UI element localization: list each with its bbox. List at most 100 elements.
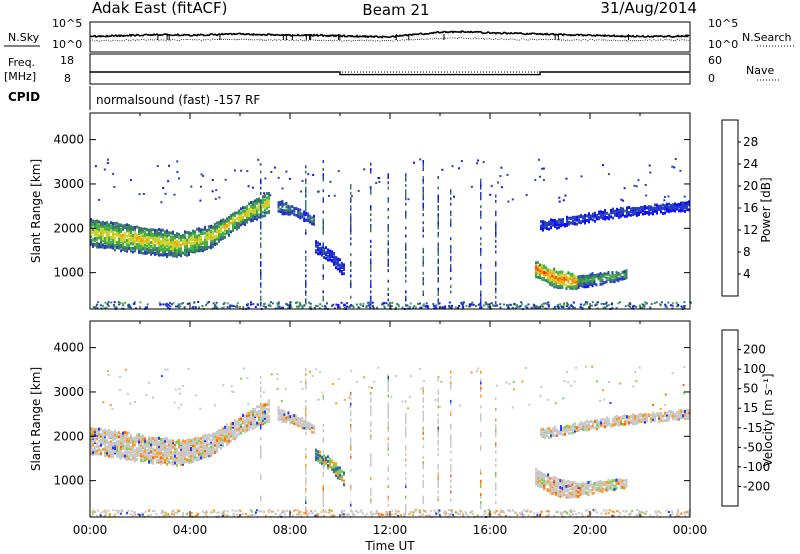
velocity-cell [644,420,646,424]
power-cell [132,238,134,242]
velocity-cell [607,484,610,488]
velocity-streak [350,485,352,489]
power-clutter [664,305,667,308]
velocity-cell [182,442,184,446]
velocity-scatter [107,374,110,376]
power-streak [405,295,407,299]
velocity-cell [626,420,628,424]
velocity-cell [628,421,630,425]
power-clutter [367,301,370,304]
velocity-cell [555,476,558,480]
velocity-streak [437,418,439,422]
power-cell [196,235,198,238]
velocity-cell [325,456,327,460]
velocity-cell [108,448,110,452]
power-cell [244,223,246,227]
velocity-cell [180,463,182,466]
power-cell [210,237,212,241]
power-cell [583,274,586,278]
velocity-cell [180,451,182,455]
power-cell [632,213,634,216]
velocity-streak [495,450,497,454]
power-cell [226,223,228,227]
power-scatter [337,170,340,173]
velocity-cell [287,413,290,417]
velocity-cell [560,428,562,431]
velocity-streak [370,399,372,403]
power-streak [480,298,482,302]
velocity-cell [262,417,264,421]
velocity-cell [552,429,554,433]
velocity-cell [152,452,154,456]
velocity-cell [593,487,596,490]
power-cell [600,212,602,215]
velocity-scatter [164,368,167,371]
power-clutter [559,303,562,306]
power-cell [190,242,192,245]
velocity-streak [437,447,439,451]
velocity-cell [567,493,570,497]
velocity-streak [495,463,497,467]
power-cell [337,267,339,271]
power-cell [158,253,160,257]
power-streak [370,290,372,294]
velocity-cell [118,447,120,451]
power-streak [480,242,482,246]
power-streak [387,234,389,238]
velocity-streak [305,399,307,403]
power-clutter [383,305,386,308]
power-cell [226,231,228,235]
power-cell [553,274,556,278]
velocity-cell [120,445,122,449]
velocity-cell [578,423,580,427]
velocity-streak [322,501,324,504]
velocity-cell [228,439,230,443]
power-colorbar-label: Power [dB] [759,177,773,242]
power-clutter [318,307,321,310]
velocity-cell [226,423,228,427]
velocity-cell [176,459,178,463]
power-cell [148,248,150,252]
velocity-streak [422,410,424,414]
power-clutter [595,302,598,305]
velocity-cell [258,422,260,426]
power-clutter [401,306,404,309]
velocity-cell [542,431,544,435]
velocity-streak [370,392,372,395]
power-streak [437,242,439,246]
velocity-cell [577,482,580,486]
power-cell [283,202,286,206]
velocity-scatter [106,370,109,373]
power-cell [192,241,194,245]
velocity-scatter [512,381,515,383]
power-cell [566,223,568,227]
velocity-cell [668,413,670,417]
power-cell [228,222,230,226]
radar-title: Adak East (fitACF) [92,0,227,17]
velocity-cell [176,440,178,444]
velocity-streak [260,477,262,481]
velocity-cell [565,480,568,484]
power-clutter [304,302,307,305]
velocity-cell [168,451,170,455]
power-cell [200,228,202,232]
velocity-cell [630,419,632,423]
velocity-streak [322,423,324,427]
power-streak [480,186,482,190]
velocity-cell [192,438,194,442]
freq-right-tick-top: 60 [708,54,722,67]
power-scatter [490,185,493,187]
velocity-cell [106,440,108,444]
power-streak [495,282,497,286]
power-streak [437,279,439,283]
velocity-cell [597,480,600,484]
velocity-cell [546,434,548,438]
velocity-streak [422,498,424,502]
velocity-cell [564,425,566,429]
velocity-cell [158,448,160,452]
velocity-cell [98,432,100,436]
power-cell [124,238,126,242]
power-cell [266,196,268,200]
velocity-streak [405,463,407,467]
power-cell [588,212,590,216]
